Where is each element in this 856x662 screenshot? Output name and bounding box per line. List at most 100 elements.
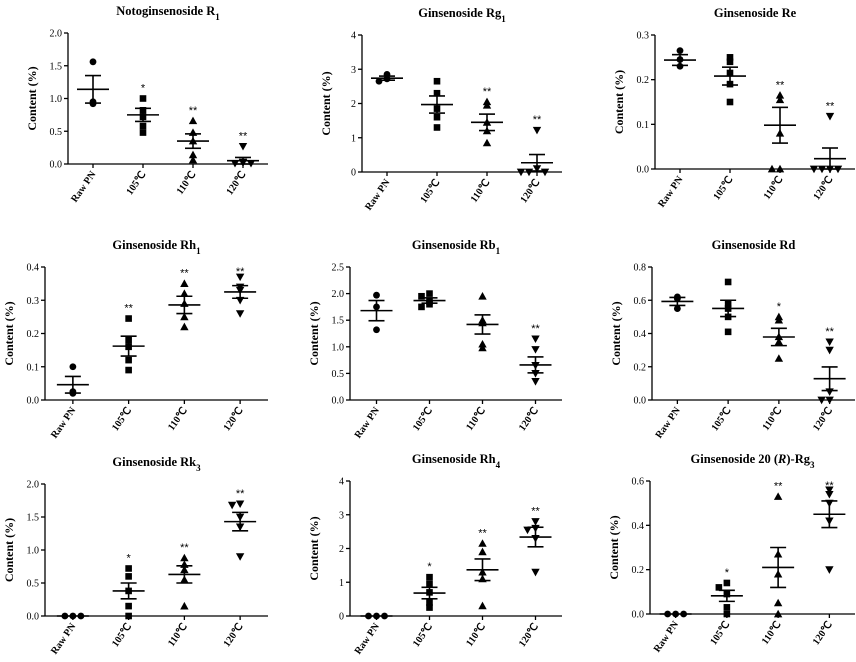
y-tick-label: 0.5 — [50, 127, 63, 138]
x-tick-label: 105℃ — [411, 405, 435, 433]
y-tick-label: 0.0 — [27, 612, 40, 623]
y-axis-label: Content (%) — [2, 301, 16, 365]
x-tick-label: 120℃ — [518, 177, 542, 205]
data-point-square — [426, 599, 433, 606]
significance-label: ** — [531, 323, 540, 335]
y-tick-label: 2.5 — [332, 263, 345, 274]
data-point-triangle-up — [775, 164, 785, 173]
y-tick-label: 2.0 — [27, 480, 40, 491]
y-tick-label: 0.6 — [632, 477, 645, 488]
data-point-square — [724, 328, 732, 336]
chart-panel-6: Ginsenoside Rd 0.0 0.2 0.4 0.6 0.8 Content (%)… — [609, 238, 855, 441]
y-tick-label: 0.1 — [27, 362, 40, 373]
x-tick-label: Raw PN — [353, 621, 383, 657]
significance-label: * — [126, 552, 131, 564]
significance-label: * — [777, 301, 782, 313]
data-point-square — [726, 98, 734, 106]
data-point-square — [139, 122, 147, 130]
x-tick-label: Raw PN — [654, 405, 684, 441]
chart-title: Ginsenoside Rd — [712, 238, 796, 252]
data-point-square — [433, 77, 441, 85]
data-point-square — [723, 579, 731, 587]
x-tick-label: Raw PN — [353, 405, 383, 441]
y-tick-label: 0.5 — [27, 579, 40, 590]
x-tick-label: 105℃ — [708, 619, 732, 647]
x-tick-label: 110℃ — [469, 177, 493, 204]
significance-label: ** — [236, 266, 245, 278]
y-axis-label: Content (%) — [2, 518, 16, 582]
data-point-triangle-up — [188, 155, 198, 164]
chart-title-text: Ginsenoside Rb — [412, 238, 496, 252]
data-point-triangle-up — [482, 138, 492, 147]
data-point-triangle-down — [238, 142, 248, 151]
chart-title-text: Ginsenoside Rd — [712, 238, 796, 252]
data-point-triangle-up — [188, 150, 198, 159]
y-tick-label: 1.0 — [50, 94, 63, 105]
data-point-triangle-up — [773, 598, 783, 607]
data-point-square — [726, 54, 734, 61]
y-axis-label: Content (%) — [319, 71, 333, 135]
chart-title: Notoginsenoside R1 — [116, 4, 220, 22]
x-tick-label: 105℃ — [110, 405, 134, 433]
data-point-square — [433, 113, 441, 121]
data-point-triangle-up — [180, 601, 189, 610]
x-tick-label: 120℃ — [811, 405, 835, 433]
data-point-triangle-up — [180, 322, 189, 331]
data-point-triangle-down — [825, 338, 834, 347]
chart-title-subscript: 3 — [810, 460, 815, 470]
data-point-triangle-up — [180, 289, 189, 297]
x-tick-label: 120℃ — [222, 405, 246, 433]
data-point-triangle-up — [773, 609, 783, 618]
chart-title-subscript: 4 — [496, 460, 501, 470]
data-point-square — [418, 292, 425, 300]
y-axis-label: Content (%) — [307, 516, 321, 580]
data-point-triangle-up — [775, 91, 785, 99]
x-tick-label: Raw PN — [49, 621, 79, 657]
x-tick-label: 105℃ — [124, 169, 148, 197]
data-point-square — [426, 300, 433, 308]
chart-title: Ginsenoside Re — [714, 6, 797, 20]
chart-title: Ginsenoside Rg1 — [418, 6, 506, 24]
y-tick-label: 1.0 — [332, 342, 345, 353]
data-point-triangle-up — [188, 116, 198, 125]
y-tick-label: 0.4 — [634, 329, 647, 340]
y-tick-label: 4 — [351, 31, 356, 42]
y-axis-label: Content (%) — [612, 70, 626, 134]
data-point-triangle-down — [235, 310, 245, 318]
chart-panel-4: Ginsenoside Rh1 0.0 0.1 0.2 0.3 0.4 Content (%… — [2, 238, 268, 441]
data-point-triangle-down — [235, 273, 245, 282]
x-tick-label: 120℃ — [224, 169, 248, 197]
y-tick-label: 0.0 — [332, 396, 345, 407]
data-point-triangle-up — [478, 343, 487, 352]
data-point-square — [723, 604, 731, 611]
data-point-triangle-up — [478, 547, 487, 556]
y-tick-label: 0.2 — [27, 329, 40, 340]
x-tick-label: 105℃ — [411, 621, 435, 649]
x-tick-label: 120℃ — [222, 621, 246, 649]
chart-title-text: Ginsenoside Rh — [412, 452, 496, 466]
data-point-triangle-down — [809, 165, 819, 174]
data-point-triangle-up — [180, 312, 189, 321]
significance-label: * — [427, 561, 432, 573]
data-point-triangle-up — [180, 279, 189, 287]
data-point-triangle-down — [825, 490, 834, 499]
x-tick-label: Raw PN — [49, 405, 79, 441]
y-tick-label: 2.0 — [50, 29, 63, 40]
data-point-square — [125, 565, 132, 572]
x-tick-label: 120℃ — [517, 405, 541, 433]
y-tick-label: 0 — [351, 168, 356, 179]
y-tick-label: 1.0 — [27, 546, 40, 557]
y-tick-label: 0.5 — [332, 369, 345, 380]
x-tick-label: Raw PN — [69, 169, 99, 205]
data-point-triangle-down — [235, 500, 245, 508]
y-tick-label: 0.3 — [27, 296, 40, 307]
data-point-square — [139, 95, 147, 102]
x-tick-label: 105℃ — [711, 174, 735, 202]
chart-title-text: Ginsenoside Re — [714, 6, 797, 20]
data-point-triangle-down — [825, 112, 835, 121]
significance-label: ** — [236, 488, 245, 500]
y-tick-label: 0.0 — [632, 610, 645, 621]
data-point-circle — [373, 326, 380, 334]
chart-panel-7: Ginsenoside Rk3 0.0 0.5 1.0 1.5 2.0 Content (%… — [2, 455, 268, 657]
significance-label: ** — [826, 100, 835, 112]
